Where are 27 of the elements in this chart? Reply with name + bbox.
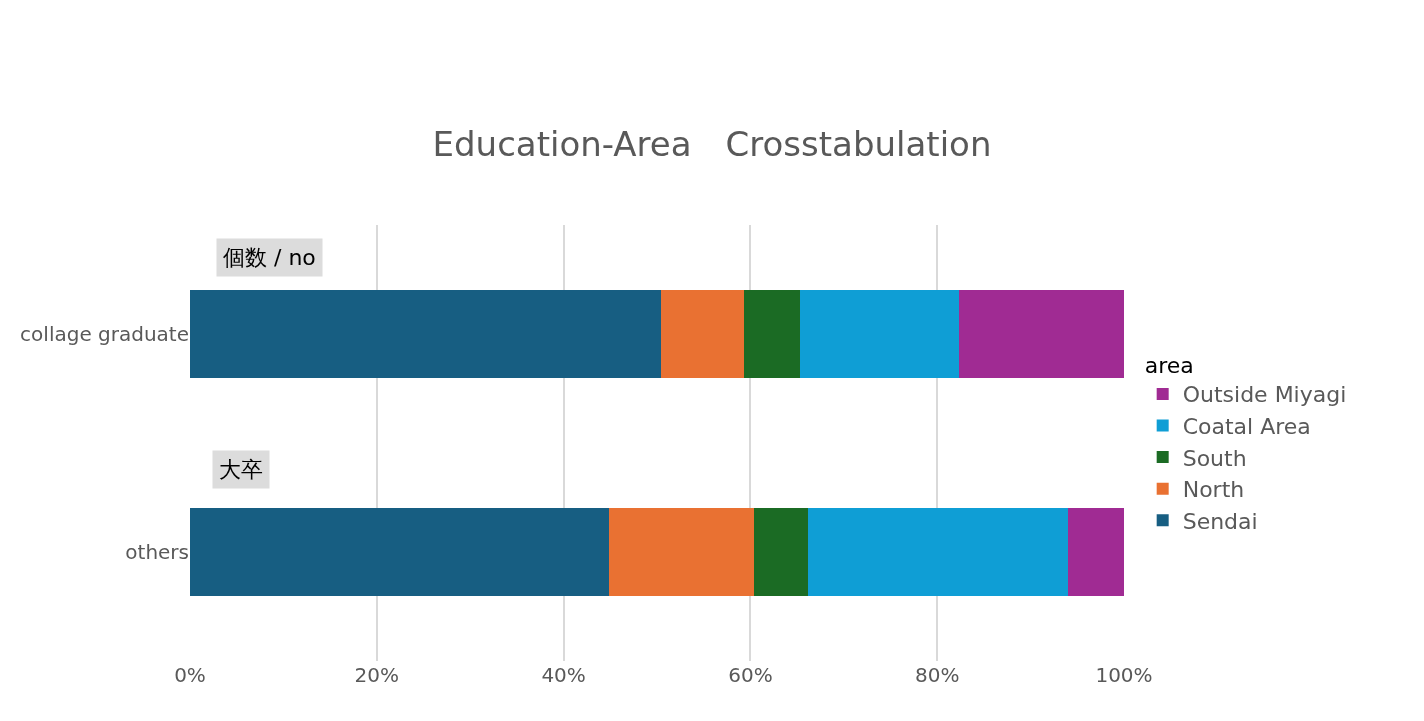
bar <box>754 508 809 596</box>
legend-label: Sendai <box>1182 508 1258 534</box>
x-tick-label: 60% <box>728 663 773 687</box>
bar <box>190 508 610 596</box>
bar <box>743 290 800 378</box>
x-tick-label: 100% <box>1095 663 1153 687</box>
bar <box>808 508 1068 596</box>
x-tick-label: 80% <box>914 663 960 687</box>
y-tick-label: collage graduate <box>20 322 189 346</box>
x-tick-label: 0% <box>174 663 206 687</box>
bar <box>1067 508 1124 596</box>
bar <box>190 290 661 378</box>
annotation: 個数 / no <box>223 245 316 270</box>
legend-label: North <box>1182 477 1245 503</box>
x-tick-label: 40% <box>541 663 586 687</box>
bar <box>660 290 744 378</box>
x-tick-label: 20% <box>354 663 400 687</box>
annotation: 大卒 <box>219 457 263 482</box>
legend-label: South <box>1182 445 1247 471</box>
chart-title: Education-Area Crosstabulation <box>432 124 992 165</box>
y-tick-label: others <box>125 540 189 564</box>
legend-label: Coatal Area <box>1182 414 1311 440</box>
bar <box>799 290 959 378</box>
bar <box>609 508 755 596</box>
bar <box>958 290 1124 378</box>
legend-label: Outside Miyagi <box>1182 382 1347 408</box>
legend-title: area <box>1144 353 1194 379</box>
